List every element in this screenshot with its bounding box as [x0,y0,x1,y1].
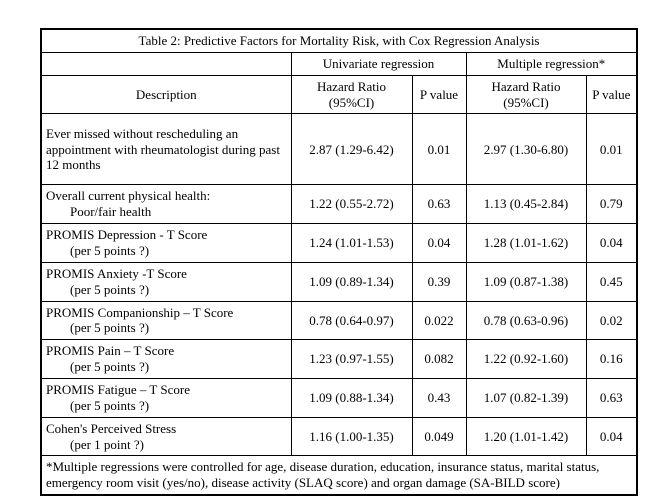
group-header-multiple: Multiple regression* [465,51,638,76]
row-description: PROMIS Pain – T Score (per 5 points ?) [40,339,292,380]
pvalue-univariate: 0.082 [411,339,467,380]
hazard-ratio-univariate: 0.78 (0.64-0.97) [290,300,413,341]
table-title-row: Table 2: Predictive Factors for Mortalit… [40,28,638,53]
hazard-ratio-univariate: 1.24 (1.01-1.53) [290,223,413,263]
column-header-row: Description Hazard Ratio (95%CI) P value… [40,74,638,115]
row-description: Ever missed without rescheduling an appo… [40,113,292,186]
table-footnote: *Multiple regressions were controlled fo… [40,455,638,496]
footnote-row: *Multiple regressions were controlled fo… [40,455,638,496]
description-line2: Poor/fair health [70,204,152,220]
col-header-hazard-ratio-uni: Hazard Ratio (95%CI) [290,74,413,115]
document-page: Table 2: Predictive Factors for Mortalit… [40,28,639,496]
hazard-ratio-univariate: 1.22 (0.55-2.72) [290,184,413,225]
hazard-ratio-multiple: 0.78 (0.63-0.96) [465,300,587,341]
group-header-univariate: Univariate regression [290,51,467,76]
pvalue-multiple: 0.79 [585,184,638,225]
pvalue-multiple: 0.63 [585,378,638,418]
ci-label: (95%CI) [328,94,375,110]
description-line2: (per 5 points ?) [70,243,150,259]
hazard-ratio-multiple: 1.13 (0.45-2.84) [465,184,587,225]
description-line1: PROMIS Pain – T Score [46,343,175,359]
row-description: PROMIS Anxiety -T Score (per 5 points ?) [40,261,292,302]
hazard-ratio-univariate: 1.09 (0.89-1.34) [290,261,413,302]
hazard-ratio-label: Hazard Ratio [491,78,561,94]
description-line2: (per 5 points ?) [70,359,150,375]
table-row-promis-pain: PROMIS Pain – T Score (per 5 points ?) 1… [40,339,638,380]
col-header-description: Description [40,74,292,115]
pvalue-multiple: 0.02 [585,300,638,341]
pvalue-univariate: 0.022 [411,300,467,341]
table-row-promis-companionship: PROMIS Companionship – T Score (per 5 po… [40,300,638,341]
pvalue-univariate: 0.04 [411,223,467,263]
description-line1: Cohen's Perceived Stress [46,420,177,436]
row-description: PROMIS Companionship – T Score (per 5 po… [40,300,292,341]
empty-corner-cell [40,51,292,76]
col-header-hazard-ratio-multi: Hazard Ratio (95%CI) [465,74,587,115]
hazard-ratio-multiple: 2.97 (1.30-6.80) [465,113,587,186]
row-description: PROMIS Depression - T Score (per 5 point… [40,223,292,263]
pvalue-univariate: 0.39 [411,261,467,302]
description-line2: (per 5 points ?) [70,397,150,413]
pvalue-multiple: 0.04 [585,416,638,457]
table-row-promis-fatigue: PROMIS Fatigue – T Score (per 5 points ?… [40,378,638,418]
pvalue-multiple: 0.16 [585,339,638,380]
row-description: Cohen's Perceived Stress (per 1 point ?) [40,416,292,457]
pvalue-univariate: 0.63 [411,184,467,225]
row-description: Overall current physical health: Poor/fa… [40,184,292,225]
description-line1: PROMIS Companionship – T Score [46,304,234,320]
hazard-ratio-univariate: 1.16 (1.00-1.35) [290,416,413,457]
hazard-ratio-multiple: 1.22 (0.92-1.60) [465,339,587,380]
hazard-ratio-univariate: 1.23 (0.97-1.55) [290,339,413,380]
description-line1: Overall current physical health: [46,188,211,204]
ci-label: (95%CI) [503,94,549,110]
hazard-ratio-multiple: 1.07 (0.82-1.39) [465,378,587,418]
hazard-ratio-univariate: 1.09 (0.88-1.34) [290,378,413,418]
pvalue-multiple: 0.04 [585,223,638,263]
description-line2: (per 5 points ?) [70,281,150,297]
description-line1: PROMIS Anxiety -T Score [46,265,187,281]
pvalue-univariate: 0.049 [411,416,467,457]
table-title: Table 2: Predictive Factors for Mortalit… [40,28,638,53]
pvalue-univariate: 0.01 [411,113,467,186]
pvalue-multiple: 0.01 [585,113,638,186]
table-row-promis-anxiety: PROMIS Anxiety -T Score (per 5 points ?)… [40,261,638,302]
row-description: PROMIS Fatigue – T Score (per 5 points ?… [40,378,292,418]
col-header-pvalue-multi: P value [585,74,638,115]
pvalue-multiple: 0.45 [585,261,638,302]
table-row-promis-depression: PROMIS Depression - T Score (per 5 point… [40,223,638,263]
col-header-pvalue-uni: P value [411,74,467,115]
table-row-cohens-stress: Cohen's Perceived Stress (per 1 point ?)… [40,416,638,457]
description-line2: (per 1 point ?) [70,436,145,452]
cox-regression-table: Table 2: Predictive Factors for Mortalit… [40,28,639,496]
pvalue-univariate: 0.43 [411,378,467,418]
hazard-ratio-multiple: 1.09 (0.87-1.38) [465,261,587,302]
hazard-ratio-multiple: 1.28 (1.01-1.62) [465,223,587,263]
description-line1: PROMIS Fatigue – T Score [46,382,190,398]
hazard-ratio-label: Hazard Ratio [317,78,386,94]
description-line1: PROMIS Depression - T Score [46,227,208,243]
description-line2: (per 5 points ?) [70,320,150,336]
hazard-ratio-univariate: 2.87 (1.29-6.42) [290,113,413,186]
table-row-missed-appointment: Ever missed without rescheduling an appo… [40,113,638,186]
hazard-ratio-multiple: 1.20 (1.01-1.42) [465,416,587,457]
group-header-row: Univariate regression Multiple regressio… [40,51,638,76]
table-row-physical-health: Overall current physical health: Poor/fa… [40,184,638,225]
